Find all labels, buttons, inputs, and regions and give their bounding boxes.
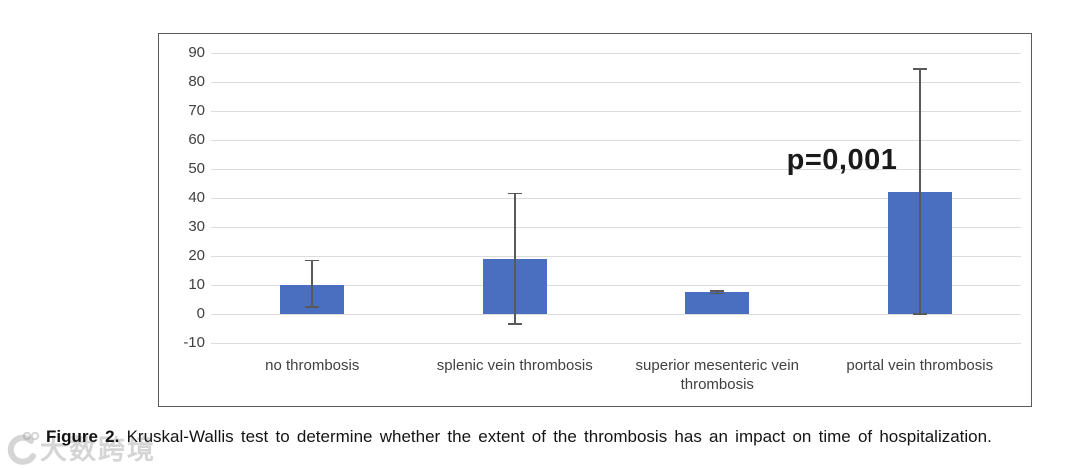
- y-axis-label: 10: [188, 276, 205, 293]
- error-bar-cap: [912, 68, 927, 70]
- gridline: [211, 227, 1021, 228]
- error-bar-cap: [305, 259, 320, 262]
- y-axis-label: 30: [188, 218, 205, 235]
- y-axis-label: 0: [196, 305, 205, 322]
- x-axis-label: portal vein thrombosis: [846, 357, 994, 374]
- y-axis-label: 40: [188, 189, 205, 206]
- figure-caption-text: Kruskal-Wallis test to determine whether…: [126, 427, 992, 446]
- y-axis-label: 50: [188, 160, 205, 177]
- error-bar-line: [716, 290, 719, 294]
- error-bar-line: [311, 260, 314, 307]
- error-bar-cap: [507, 323, 522, 325]
- gridline: [211, 82, 1021, 83]
- gridline: [211, 198, 1021, 199]
- watermark: 大数跨境: [4, 428, 156, 467]
- error-bar-line: [513, 193, 516, 325]
- figure-caption-label: Figure 2.: [46, 427, 120, 446]
- bar-chart: 90 80 70 60 50 40 30 20 10 0 -10 no thrombosis splen…: [158, 33, 1032, 407]
- figure-caption: Figure 2. Kruskal-Wallis test to determi…: [46, 426, 1056, 447]
- watermark-text: 大数跨境: [40, 435, 156, 465]
- gridline: [211, 140, 1021, 141]
- x-axis-label: superior mesenteric vein thrombosis: [635, 357, 799, 393]
- plot-area: 90 80 70 60 50 40 30 20 10 0 -10 no thrombosis splen…: [159, 34, 1031, 406]
- error-bar-cap: [305, 305, 320, 308]
- gridline: [211, 169, 1021, 170]
- error-bar-cap: [710, 292, 725, 295]
- y-axis-label: 80: [188, 73, 205, 90]
- y-axis-label: 90: [188, 44, 205, 61]
- y-axis-label: -10: [183, 334, 205, 351]
- x-axis-label: splenic vein thrombosis: [436, 357, 593, 374]
- gridline: [211, 314, 1021, 315]
- bar: [685, 292, 750, 314]
- gridline: [211, 343, 1021, 344]
- error-bar-line: [918, 68, 921, 314]
- gridline: [211, 53, 1021, 54]
- y-axis-label: 20: [188, 247, 205, 264]
- error-bar-cap: [507, 192, 522, 195]
- y-axis-label: 60: [188, 131, 205, 148]
- p-value-annotation: p=0,001: [786, 144, 898, 176]
- y-axis-label: 70: [188, 102, 205, 119]
- gridline: [211, 111, 1021, 112]
- gridline: [211, 256, 1021, 257]
- gridline: [211, 285, 1021, 286]
- error-bar-cap: [710, 290, 725, 292]
- watermark-logo-icon: [7, 431, 40, 465]
- x-axis-label: no thrombosis: [265, 357, 360, 374]
- error-bar-cap: [912, 313, 927, 315]
